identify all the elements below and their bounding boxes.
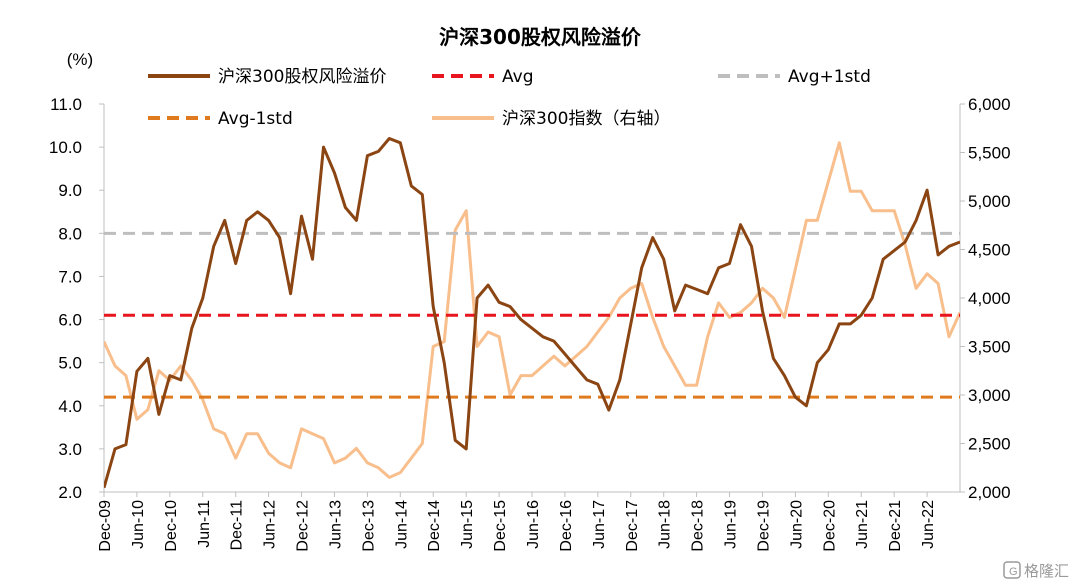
left-tick-label: 8.0 [58,224,82,243]
chart-title: 沪深300股权风险溢价 [439,25,642,49]
left-tick-label: 4.0 [58,397,82,416]
watermark-text: 格隆汇 [1024,562,1069,580]
x-tick-label: Dec-09 [97,500,114,552]
x-tick-label: Jun-11 [196,500,213,548]
legend: 沪深300股权风险溢价 Avg Avg+1std Avg-1std 沪深300指数（右轴… [148,67,871,129]
equity-risk-premium-line [104,137,960,489]
csi300-index-line [104,141,960,479]
legend-label: Avg [502,67,534,87]
left-tick-label: 11.0 [50,95,82,114]
right-tick-label: 3,000 [968,386,1011,405]
x-tick-label: Dec-16 [558,500,575,552]
series-layer [104,137,960,489]
x-tick-label: Jun-19 [723,500,740,549]
left-tick-label: 6.0 [58,311,82,330]
left-tick-label: 10.0 [49,138,82,157]
x-tick-label: Jun-20 [788,500,805,549]
x-tick-label: Jun-16 [525,500,542,549]
right-tick-label: 2,000 [968,483,1011,502]
x-tick-label: Jun-12 [262,500,279,549]
x-tick-label: Jun-17 [591,500,608,549]
right-tick-label: 4,000 [968,289,1011,308]
x-tick-label: Jun-13 [327,500,344,549]
x-tick-label: Dec-19 [755,500,772,552]
x-tick-label: Jun-22 [920,500,937,549]
x-tick-label: Dec-13 [360,500,377,552]
x-tick-label: Dec-14 [426,500,443,552]
legend-label: Avg+1std [788,67,871,87]
right-tick-label: 4,500 [968,241,1011,260]
left-tick-label: 3.0 [58,440,82,459]
left-tick-label: 7.0 [58,267,82,286]
x-tick-label: Jun-21 [854,500,871,549]
watermark-logo-glyph: G [1009,566,1018,578]
right-tick-label: 5,500 [968,144,1011,163]
x-tick-label: Jun-14 [393,500,410,549]
right-tick-label: 5,000 [968,192,1011,211]
right-tick-label: 2,500 [968,435,1011,454]
watermark: G 格隆汇 [1003,561,1069,580]
legend-label: Avg-1std [218,109,293,129]
x-tick-label: Dec-17 [624,500,641,552]
x-tick-label: Jun-10 [130,500,147,549]
legend-label: 沪深300指数（右轴） [502,109,670,129]
right-tick-label: 6,000 [968,95,1011,114]
x-tick-label: Dec-15 [492,500,509,552]
x-tick-label: Dec-20 [821,500,838,552]
axes: 2.0 3.0 4.0 5.0 6.0 7.0 8.0 9.0 10.0 11.0 2,000 2,5… [49,95,1011,552]
x-tick-label: Jun-18 [657,500,674,549]
right-tick-label: 3,500 [968,338,1011,357]
y-axis-unit-label: (%) [67,50,93,69]
left-tick-label: 5.0 [58,354,82,373]
x-tick-label: Dec-10 [163,500,180,552]
left-tick-label: 9.0 [58,181,82,200]
watermark-logo-icon [1003,561,1021,579]
legend-label: 沪深300股权风险溢价 [218,67,386,87]
x-tick-label: Jun-15 [459,500,476,549]
x-tick-label: Dec-21 [887,500,904,552]
x-tick-label: Dec-11 [229,500,246,550]
x-tick-label: Dec-12 [295,500,312,552]
x-tick-label: Dec-18 [690,500,707,552]
plot-area [104,137,960,489]
left-tick-label: 2.0 [58,483,82,502]
